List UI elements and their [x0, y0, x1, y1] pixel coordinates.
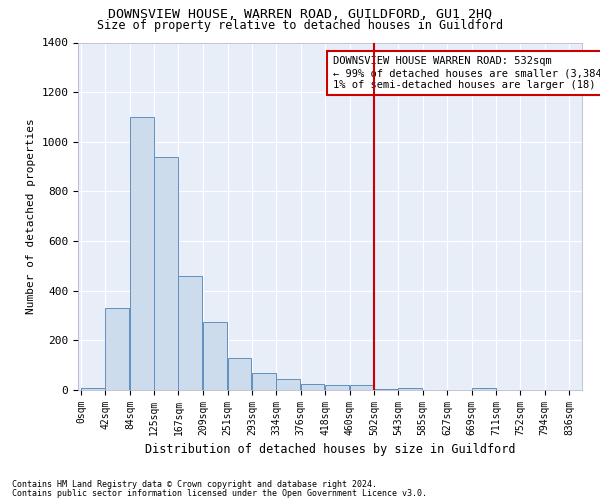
Bar [154, 156, 178, 390]
Bar [106, 308, 130, 390]
Bar [252, 372, 276, 390]
X-axis label: Distribution of detached houses by size in Guildford: Distribution of detached houses by size … [145, 444, 515, 456]
Text: DOWNSVIEW HOUSE, WARREN ROAD, GUILDFORD, GU1 2HQ: DOWNSVIEW HOUSE, WARREN ROAD, GUILDFORD,… [108, 8, 492, 20]
Bar [81, 388, 105, 390]
Text: DOWNSVIEW HOUSE WARREN ROAD: 532sqm
← 99% of detached houses are smaller (3,384): DOWNSVIEW HOUSE WARREN ROAD: 532sqm ← 99… [332, 56, 600, 90]
Bar [203, 322, 227, 390]
Bar [472, 388, 496, 390]
Bar [276, 379, 300, 390]
Bar [350, 385, 374, 390]
Bar [301, 384, 325, 390]
Bar [398, 388, 422, 390]
Y-axis label: Number of detached properties: Number of detached properties [26, 118, 36, 314]
Text: Size of property relative to detached houses in Guildford: Size of property relative to detached ho… [97, 19, 503, 32]
Text: Contains HM Land Registry data © Crown copyright and database right 2024.: Contains HM Land Registry data © Crown c… [12, 480, 377, 489]
Bar [130, 117, 154, 390]
Bar [325, 384, 349, 390]
Bar [178, 276, 202, 390]
Text: Contains public sector information licensed under the Open Government Licence v3: Contains public sector information licen… [12, 488, 427, 498]
Bar [374, 389, 398, 390]
Bar [227, 358, 251, 390]
